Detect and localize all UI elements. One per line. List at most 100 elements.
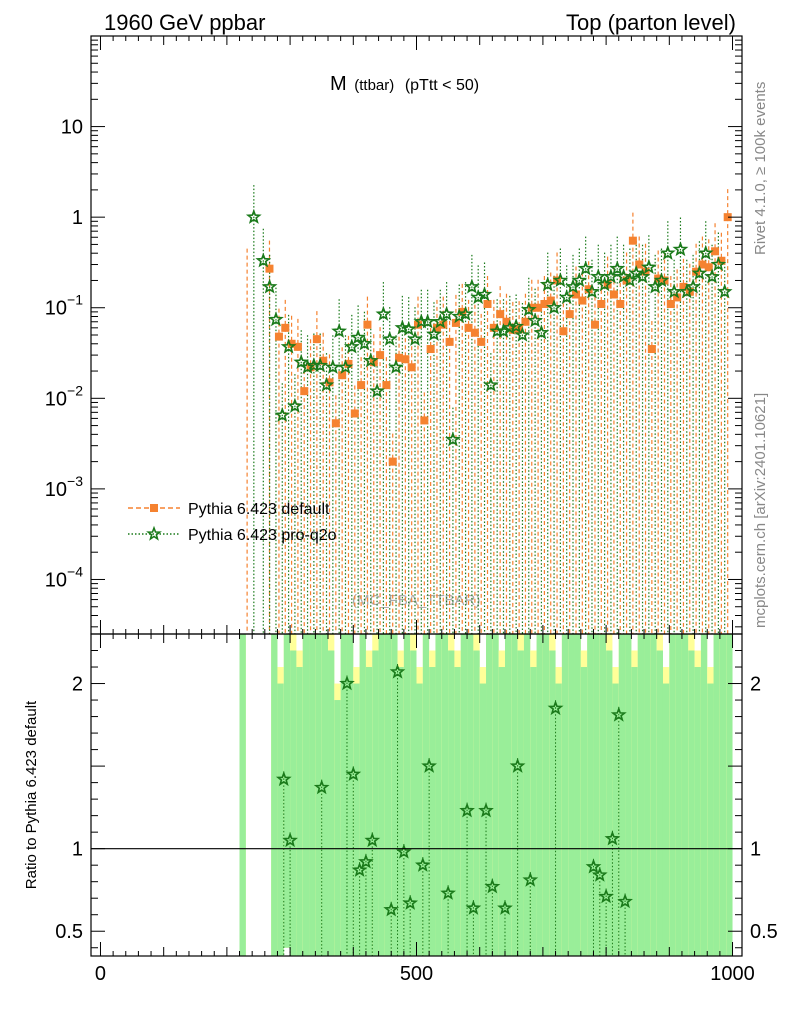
pro-q2o-marker (533, 324, 550, 340)
pro-q2o-marker (362, 352, 379, 368)
pro-q2o-marker (590, 268, 607, 284)
pro-q2o-marker (527, 312, 543, 328)
ratio-band-green (492, 634, 499, 956)
pro-q2o-marker (666, 283, 682, 299)
main-y-tick-label: 10−1 (45, 292, 83, 320)
pro-q2o-marker (577, 260, 594, 276)
ratio-band-green (365, 667, 373, 956)
ratio-marker (617, 893, 633, 909)
default-marker (704, 263, 713, 272)
pro-q2o-marker (375, 305, 392, 321)
ratio-marker (396, 843, 412, 859)
ratio-band-green (391, 634, 398, 956)
ratio-band-green (700, 634, 708, 956)
ratio-band-green (486, 634, 493, 956)
ratio-marker (484, 878, 501, 894)
ratio-y-tick-label-right: 0.5 (750, 921, 778, 943)
ratio-band-green (517, 650, 524, 956)
ratio-band-green (290, 650, 297, 956)
pro-q2o-marker (653, 272, 670, 288)
ratio-y-tick-label-right: 2 (750, 674, 761, 696)
default-marker (628, 236, 637, 245)
main-y-tick-label-base: 10 (45, 298, 67, 320)
pro-q2o-marker (571, 272, 588, 288)
ratio-marker (275, 771, 292, 787)
ratio-band-green (631, 667, 638, 956)
pro-q2o-marker (419, 313, 436, 329)
default-marker (420, 416, 429, 425)
pro-q2o-marker (710, 256, 727, 272)
ratio-band-green (713, 634, 720, 956)
pro-q2o-marker (312, 357, 329, 373)
default-marker (344, 359, 353, 368)
main-y-tick-label: 10−3 (45, 473, 83, 501)
default-marker (287, 339, 296, 348)
ratio-y-tick-label-left: 0.5 (55, 921, 83, 943)
ratio-marker (383, 901, 400, 917)
pro-q2o-marker (634, 268, 651, 284)
default-marker (401, 355, 410, 364)
analysis-watermark: (MC_FBA_TTBAR) (352, 592, 480, 609)
ratio-band-green (460, 634, 468, 956)
default-marker (312, 335, 321, 344)
ratio-band-green (302, 634, 310, 956)
pro-q2o-marker (350, 329, 366, 345)
ratio-markers (275, 663, 633, 917)
ratio-band-green (422, 634, 430, 956)
title-sub: (ttbar) (354, 77, 394, 94)
ratio-band-green (467, 634, 474, 956)
ratio-band-green (549, 650, 556, 956)
pro-q2o-marker (464, 278, 480, 294)
ratio-band-green (681, 634, 689, 956)
ratio-band-green (346, 634, 354, 956)
ratio-band-green (309, 634, 316, 956)
default-marker (331, 419, 340, 428)
header-right-label: Top (parton level) (566, 10, 736, 35)
ratio-y-tick-label-left: 1 (72, 839, 83, 861)
pro-q2o-marker (407, 330, 423, 346)
default-marker (717, 256, 726, 265)
ratio-y-axis-label: Ratio to Pythia 6.423 default (23, 700, 40, 889)
default-marker (673, 293, 682, 302)
ratio-band-green (726, 634, 733, 956)
default-marker (559, 327, 568, 336)
pro-q2o-marker (546, 299, 563, 315)
ratio-marker (313, 779, 330, 795)
pro-q2o-marker (482, 376, 499, 392)
pro-q2o-marker (445, 431, 461, 447)
ratio-band-green (644, 634, 651, 956)
default-marker (590, 320, 599, 329)
ratio-band-green (384, 634, 392, 956)
ratio-marker (389, 663, 406, 679)
ratio-band-green (321, 634, 329, 956)
pro-q2o-marker (552, 272, 569, 288)
title-main: M (330, 73, 347, 95)
ratio-band-green (542, 634, 550, 956)
ratio-band-green (637, 634, 645, 956)
pro-q2o-marker (508, 318, 524, 334)
pro-q2o-marker (672, 241, 689, 257)
ratio-y-tick-label-right: 1 (750, 839, 761, 861)
mcplots-label: mcplots.cern.ch [arXiv:2401.10621] (752, 393, 769, 628)
ratio-marker (358, 853, 374, 869)
pro-q2o-marker (685, 278, 701, 294)
default-marker (319, 356, 328, 365)
main-y-tick-label-base: 10 (45, 479, 67, 501)
default-marker (477, 337, 486, 346)
ratio-marker (414, 856, 431, 872)
pro-q2o-marker (400, 320, 417, 336)
ratio-band-green (397, 667, 404, 956)
pro-q2o-marker (622, 272, 638, 288)
ratio-band-green (334, 700, 341, 956)
pro-q2o-marker (457, 305, 474, 321)
main-y-tick-label-base: 10 (45, 569, 67, 591)
pro-q2o-marker (501, 319, 518, 335)
default-marker (540, 299, 549, 308)
ratio-band-green (574, 634, 581, 956)
ratio-band-green (612, 683, 619, 956)
ratio-band-green (378, 634, 385, 956)
default-marker (572, 290, 581, 299)
pro-q2o-marker (343, 338, 360, 354)
